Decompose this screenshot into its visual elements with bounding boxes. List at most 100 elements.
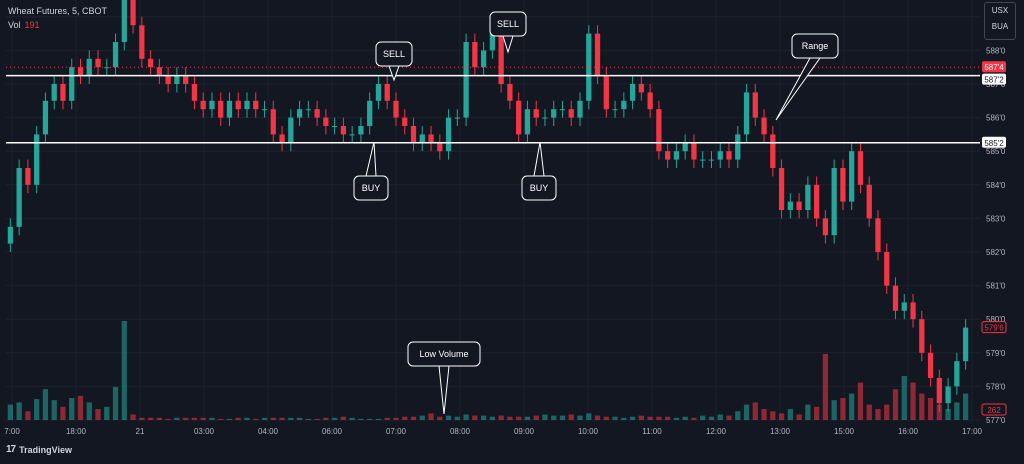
volume-bar <box>218 418 224 420</box>
volume-bar <box>51 400 57 420</box>
candle-body <box>183 75 189 84</box>
price-label-box <box>982 61 1006 73</box>
candle-body <box>340 126 347 135</box>
candle-body <box>139 25 145 59</box>
candle-body <box>112 42 119 68</box>
volume-bar <box>174 417 180 420</box>
candle-body <box>603 75 609 110</box>
volume-bar <box>542 414 548 420</box>
candle-body <box>708 159 715 161</box>
currency-unit-button[interactable]: USX BUA <box>984 2 1016 40</box>
y-tick-label: 579'0 <box>986 349 1006 358</box>
candle-body <box>428 134 434 143</box>
volume-bar <box>191 417 198 420</box>
volume-bar <box>25 411 31 420</box>
tradingview-brand[interactable]: 17 TradingView <box>6 444 72 455</box>
candle-body <box>305 109 311 111</box>
candle-body <box>805 184 811 210</box>
candle-body <box>480 50 487 68</box>
volume-bar <box>700 415 706 420</box>
callout-pointer <box>365 141 377 177</box>
volume-bar <box>656 416 662 420</box>
callout-pointer <box>533 141 545 177</box>
candle-body <box>673 151 680 160</box>
volume-bar <box>95 409 101 420</box>
volume-bar <box>524 416 531 420</box>
candle-body <box>831 168 837 236</box>
volume-bar <box>121 321 127 420</box>
candle-body <box>384 84 390 101</box>
volume-bar <box>209 417 215 420</box>
candle-body <box>218 100 224 118</box>
candle-body <box>752 92 758 118</box>
volume-bar <box>253 418 259 420</box>
candle-body <box>296 109 303 118</box>
x-tick-label: 03:00 <box>194 427 215 436</box>
candle-body <box>927 352 934 378</box>
candle-body <box>314 109 320 118</box>
volume-bar <box>305 418 311 420</box>
candle-body <box>612 109 618 111</box>
candle-body <box>559 109 566 111</box>
candle-body <box>857 151 864 185</box>
callout-pointer <box>502 35 514 54</box>
volume-bar <box>516 416 522 420</box>
candle-body <box>367 100 373 126</box>
volume-bar <box>77 395 84 420</box>
candle-body <box>726 151 732 160</box>
candle-body <box>638 84 644 93</box>
candle-body <box>445 117 452 152</box>
volume-bar <box>130 414 136 420</box>
volume-bar <box>735 411 741 420</box>
candle-body <box>51 84 57 101</box>
candle-body <box>244 100 250 110</box>
x-tick-label: 11:00 <box>642 427 662 436</box>
candle-body <box>375 84 382 101</box>
candle-body <box>551 109 557 118</box>
volume-bar <box>445 415 452 420</box>
y-tick-label: 588'0 <box>986 46 1006 55</box>
candle-body <box>489 33 496 51</box>
volume-bar <box>586 413 592 420</box>
volume-bar <box>42 389 49 420</box>
y-tick-label: 580'0 <box>986 315 1006 324</box>
candle-body <box>629 84 636 101</box>
callout-box <box>521 175 557 201</box>
x-tick-label: 04:00 <box>258 427 279 436</box>
candle-body <box>191 84 198 101</box>
x-tick-label: 09:00 <box>514 427 535 436</box>
candle-body <box>507 84 513 101</box>
volume-bar <box>761 409 767 420</box>
callout-box <box>791 33 839 59</box>
candle-body <box>77 67 84 76</box>
volume-bar <box>112 387 119 420</box>
volume-bar <box>7 404 14 420</box>
volume-bar <box>901 376 907 420</box>
volume-bar <box>822 354 829 420</box>
volume-bar <box>463 414 469 420</box>
volume-bar <box>498 415 504 420</box>
volume-bar <box>778 413 785 420</box>
candle-body <box>796 201 802 210</box>
volume-bar <box>910 382 916 420</box>
price-label-box <box>981 403 1007 416</box>
brand-name: TradingView <box>19 444 72 455</box>
volume-bar <box>849 393 855 420</box>
volume-bar <box>296 417 303 420</box>
x-tick-label: 7:00 <box>4 427 20 436</box>
price-label: 579'6 <box>984 324 1004 333</box>
volume-bar <box>954 402 960 420</box>
candle-body <box>25 168 31 185</box>
volume-bar <box>770 411 776 420</box>
candle-body <box>95 58 101 68</box>
y-tick-label: 584'0 <box>986 181 1006 190</box>
symbol-title[interactable]: Wheat Futures, 5, CBOT <box>8 6 108 16</box>
candle-body <box>577 100 583 118</box>
volume-bar <box>139 417 145 420</box>
volume-bar <box>507 416 513 420</box>
volume-bar <box>796 414 802 420</box>
x-tick-label: 08:00 <box>450 427 471 436</box>
candle-body <box>463 42 469 118</box>
